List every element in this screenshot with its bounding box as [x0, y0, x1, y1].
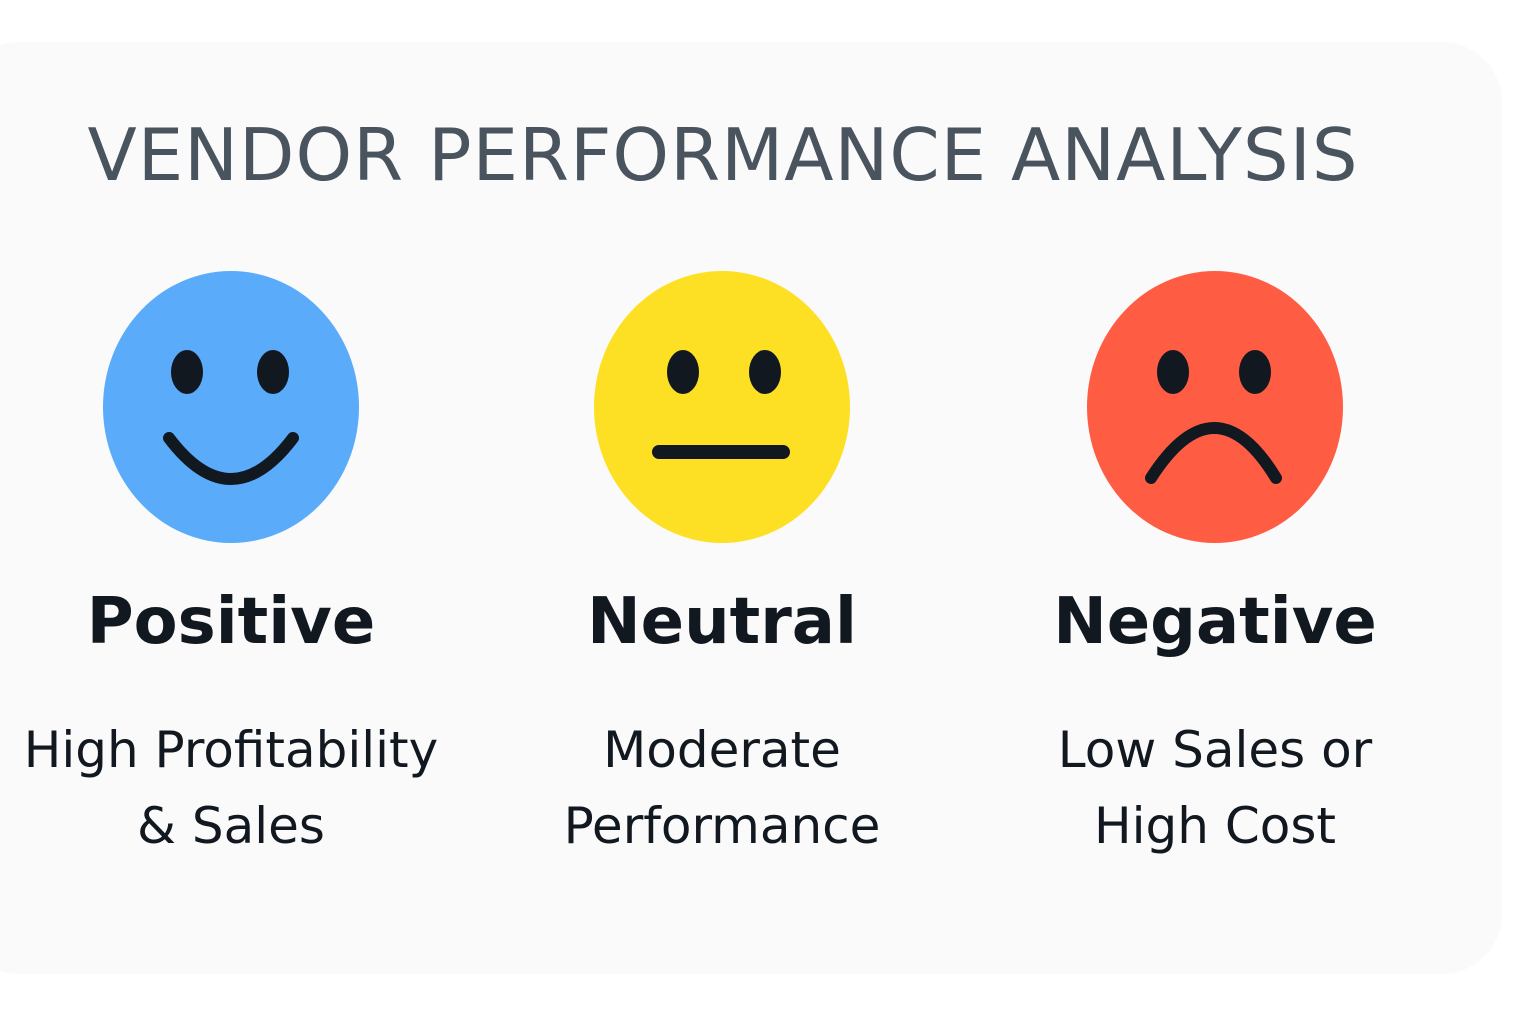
category-label: Neutral	[587, 585, 857, 659]
description-line: High Profitability	[23, 721, 439, 779]
category-description: Low Sales or High Cost	[995, 712, 1435, 864]
description-line: Performance	[563, 797, 881, 855]
category-label: Negative	[1053, 585, 1377, 659]
category-description: Moderate Performance	[502, 712, 942, 864]
description-line: & Sales	[137, 797, 325, 855]
description-line: Moderate	[603, 721, 841, 779]
category-description: High Profitability & Sales	[11, 712, 451, 864]
page-title: VENDOR PERFORMANCE ANALYSIS	[87, 113, 1359, 197]
neutral-face-icon	[594, 271, 850, 543]
description-line: Low Sales or	[1057, 721, 1373, 779]
description-line: High Cost	[1094, 797, 1336, 855]
category-negative: Negative Low Sales or High Cost	[995, 270, 1435, 864]
category-label: Positive	[86, 585, 376, 659]
frowning-face-icon	[1087, 271, 1343, 543]
smiling-face-icon	[103, 271, 359, 543]
category-neutral: Neutral Moderate Performance	[502, 270, 942, 864]
category-positive: Positive High Profitability & Sales	[11, 270, 451, 864]
